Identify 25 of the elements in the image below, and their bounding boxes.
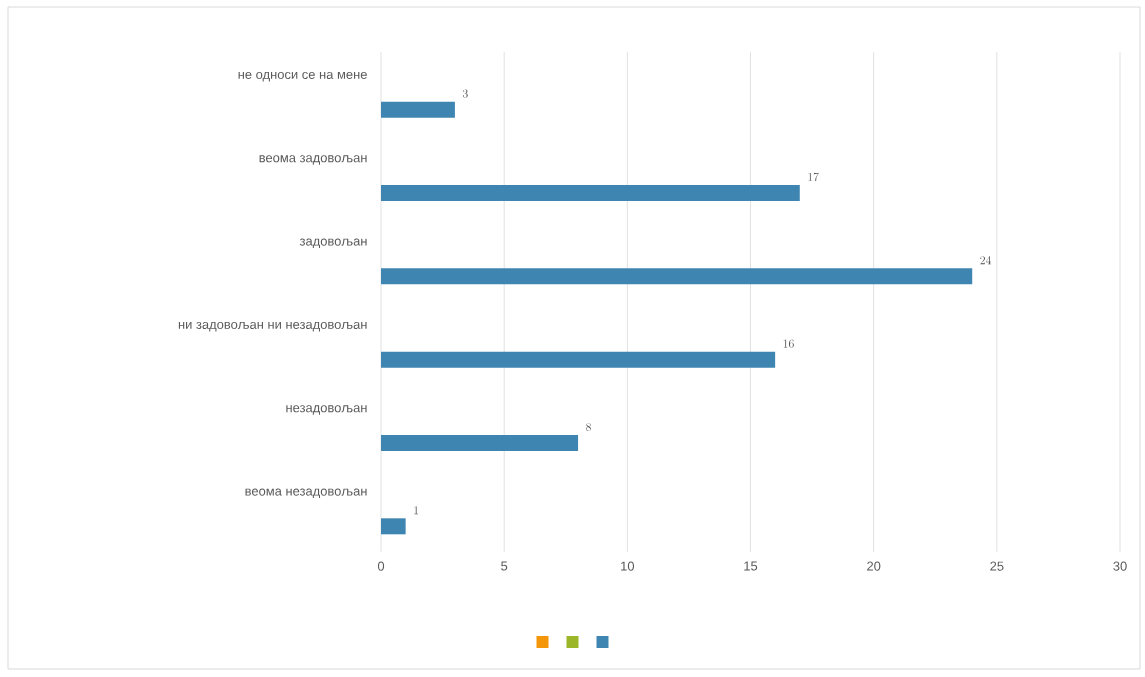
data-label: 24 <box>980 256 992 265</box>
data-label: 16 <box>783 339 794 348</box>
x-tick-label: 25 <box>990 561 1004 571</box>
x-tick-label: 5 <box>501 561 508 571</box>
y-tick-label: не односи се на мене <box>238 71 367 82</box>
y-tick-label: веома задовољан <box>259 155 367 165</box>
bar <box>381 184 800 201</box>
y-tick-label: задовољан <box>299 238 367 249</box>
y-tick-label: веома незадовољан <box>245 488 367 499</box>
bar <box>381 434 579 451</box>
bar <box>381 518 406 535</box>
x-tick-label: 15 <box>744 561 758 571</box>
x-tick-label: 20 <box>867 561 881 571</box>
y-tick-label: незадовољан <box>286 405 367 415</box>
bar <box>381 268 973 285</box>
data-label: 1 <box>414 506 419 515</box>
bar <box>381 101 455 118</box>
y-tick-label: ни задовољан ни незадовољан <box>178 321 367 332</box>
data-label: 3 <box>462 89 468 98</box>
x-tick-label: 0 <box>377 561 385 571</box>
x-tick-label: 10 <box>621 561 635 571</box>
data-label: 17 <box>808 172 819 182</box>
x-tick-label: 30 <box>1113 561 1127 571</box>
data-label: 8 <box>586 422 591 432</box>
bar <box>381 351 776 368</box>
